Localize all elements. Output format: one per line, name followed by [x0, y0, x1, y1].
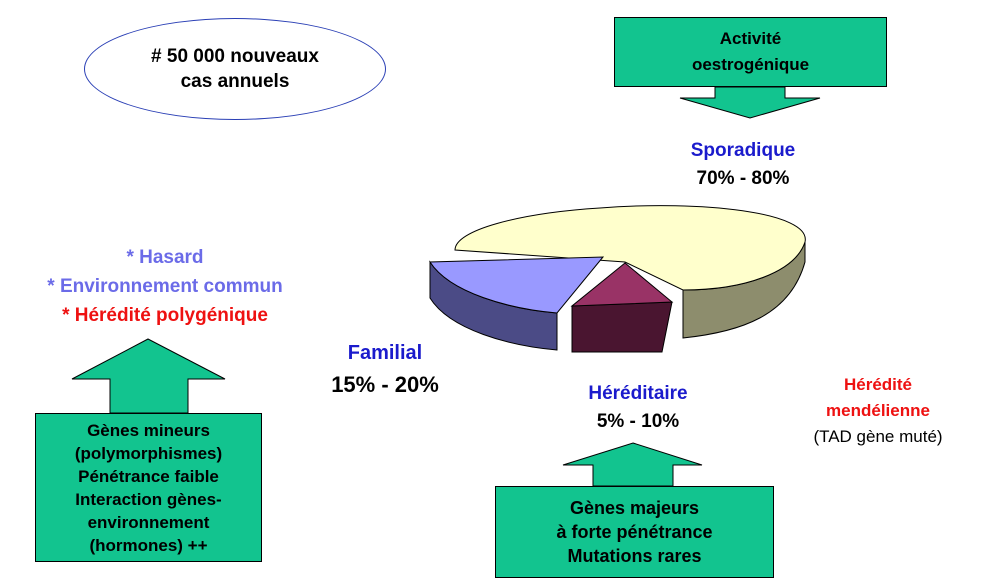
pie-chart [429, 205, 806, 353]
hereditary-label-group: Héréditaire 5% - 10% [553, 380, 723, 436]
major-line-2: à forte pénétrance [556, 522, 713, 542]
annual-cases-ellipse: # 50 000 nouveaux cas annuels [84, 18, 386, 120]
familial-label: Familial [347, 342, 423, 364]
up-arrow-right [562, 442, 703, 487]
minor-line-6: (hormones) ++ [89, 535, 208, 555]
pie-slice-hereditaire-side [571, 301, 673, 353]
mendelian-group: Hérédité mendélienne (TAD gène muté) [788, 372, 968, 450]
ellipse-line-1: # 50 000 nouveaux [151, 46, 319, 67]
familial-label-group: Familial 15% - 20% [300, 338, 470, 400]
mendelian-line-2: mendélienne [826, 401, 930, 420]
minor-line-2: (polymorphismes) [74, 443, 223, 463]
sporadic-label: Sporadique [690, 140, 796, 161]
minor-line-5: environnement [87, 512, 210, 532]
hereditary-range: 5% - 10% [596, 411, 680, 432]
major-line-1: Gènes majeurs [569, 498, 700, 518]
hereditary-label: Héréditaire [588, 383, 688, 404]
mendelian-note: (TAD gène muté) [813, 427, 943, 446]
estrogenic-activity-box: Activité oestrogénique [614, 17, 887, 87]
minor-line-3: Pénétrance faible [78, 466, 219, 486]
cause-polygenique: * Hérédité polygénique [62, 305, 268, 326]
sporadic-label-group: Sporadique 70% - 80% [660, 137, 826, 193]
sporadic-range: 70% - 80% [696, 168, 790, 189]
pie-slice-familial [429, 256, 605, 314]
pie-slice-hereditaire [570, 262, 674, 307]
up-arrow-left [71, 338, 226, 414]
major-line-3: Mutations rares [567, 546, 702, 566]
estrogenic-line-2: oestrogénique [691, 55, 810, 74]
mendelian-line-1: Hérédité [843, 375, 913, 394]
familial-range: 15% - 20% [331, 372, 439, 397]
cause-hasard: * Hasard [126, 247, 204, 268]
cause-environnement: * Environnement commun [47, 276, 283, 297]
pie-slice-sporadique [454, 205, 806, 291]
minor-line-4: Interaction gènes- [75, 489, 222, 509]
ellipse-line-2: cas annuels [180, 71, 290, 92]
down-arrow [679, 86, 821, 119]
major-genes-box: Gènes majeurs à forte pénétrance Mutatio… [495, 486, 774, 578]
minor-line-1: Gènes mineurs [87, 420, 210, 440]
causes-list: * Hasard * Environnement commun * Hérédi… [0, 243, 330, 330]
minor-genes-box: Gènes mineurs (polymorphismes) Pénétranc… [35, 413, 262, 562]
estrogenic-line-1: Activité [719, 29, 782, 48]
